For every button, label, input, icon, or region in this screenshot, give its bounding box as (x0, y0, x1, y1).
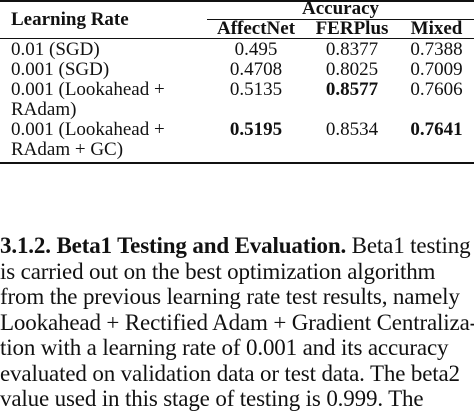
row-affectnet-value: 0.5135 (229, 79, 283, 100)
row-affectnet-value: 0.5195 (229, 119, 283, 140)
accuracy-group-rule (207, 19, 474, 20)
row-ferplus-value: 0.8577 (325, 79, 379, 100)
header-affectnet: AffectNet (216, 18, 296, 39)
paragraph-line: Lookahead + Rectified Adam + Gradient Ce… (0, 309, 474, 335)
header-accuracy: Accuracy (301, 0, 380, 19)
row-learning-rate: 0.01 (SGD) (11, 39, 100, 60)
paragraph-line: evaluated on validation data or test dat… (0, 360, 460, 386)
header-mixed: Mixed (410, 18, 463, 39)
row-learning-rate-cont: RAdam + GC) (11, 139, 124, 160)
paragraph-line: tion with a learning rate of 0.001 and i… (0, 335, 449, 360)
row-learning-rate: 0.001 (Lookahead + (11, 119, 165, 140)
section-3-1-2: 3.1.2. Beta1 Testing and Evaluation. Bet… (0, 233, 474, 412)
row-learning-rate: 0.001 (SGD) (11, 59, 110, 80)
row-mixed-value: 0.7009 (410, 59, 463, 80)
paragraph-line: from the previous learning rate test res… (0, 284, 460, 309)
row-ferplus-value: 0.8534 (325, 119, 379, 140)
table-header-rule (0, 38, 474, 39)
row-affectnet-value: 0.495 (234, 39, 278, 60)
row-ferplus-value: 0.8377 (325, 39, 379, 60)
row-learning-rate: 0.001 (Lookahead + (11, 79, 165, 100)
paragraph-line: 3.1.2. Beta1 Testing and Evaluation. Bet… (0, 233, 474, 259)
table-bottom-rule (0, 162, 474, 164)
table-top-rule (0, 0, 474, 2)
paragraph-line: value used in this stage of testing is 0… (0, 386, 424, 411)
row-affectnet-value: 0.4708 (229, 59, 283, 80)
paragraph-text: Beta1 testing (346, 233, 471, 258)
row-mixed-value: 0.7388 (410, 39, 463, 60)
row-mixed-value: 0.7641 (410, 119, 463, 140)
paragraph-line: is carried out on the best optimization … (0, 258, 436, 284)
row-mixed-value: 0.7606 (410, 79, 463, 100)
row-learning-rate-cont: RAdam) (11, 99, 77, 120)
section-heading: 3.1.2. Beta1 Testing and Evaluation. (0, 233, 347, 258)
header-ferplus: FERPlus (315, 18, 389, 39)
header-learning-rate: Learning Rate (11, 9, 129, 30)
row-ferplus-value: 0.8025 (325, 59, 379, 80)
